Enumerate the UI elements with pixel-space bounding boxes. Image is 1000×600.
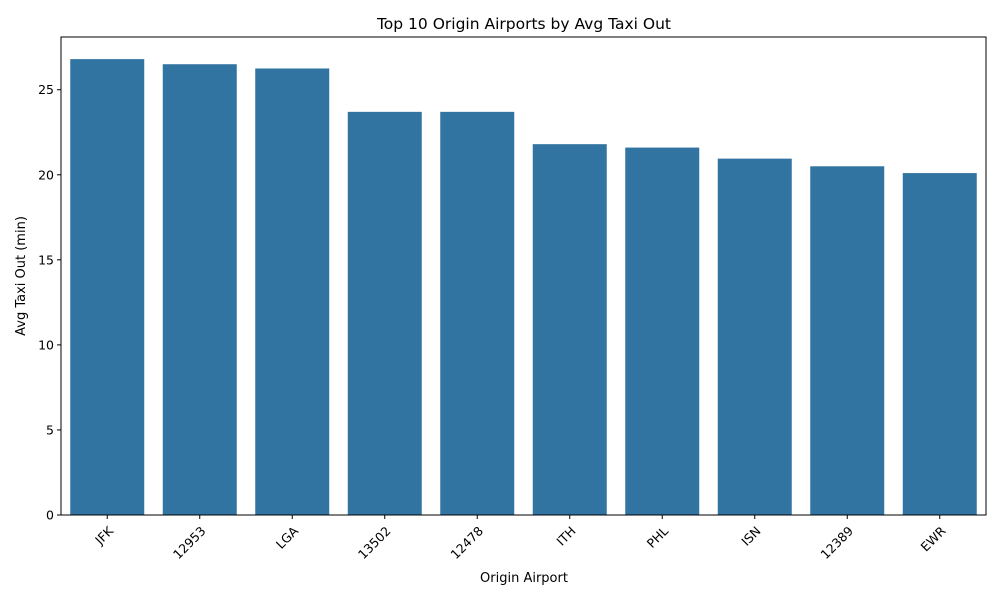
x-tick-label: 12478 [447,523,486,562]
bars-group [70,59,977,516]
x-tick-label: PHL [644,523,672,551]
y-tick-label: 5 [46,422,54,437]
bar-12389 [810,166,885,515]
y-tick-label: 20 [38,167,54,182]
x-tick-label: JFK [91,523,116,548]
bar-13502 [347,111,422,515]
y-tick-label: 10 [38,337,54,352]
bar-JFK [70,59,145,516]
chart-title: Top 10 Origin Airports by Avg Taxi Out [376,15,671,33]
x-tick-label: 12389 [817,523,856,562]
x-axis-ticks: JFK 12953 LGA 13502 12478 ITH PHL ISN 12389 EWR [91,515,949,562]
x-tick-label: ISN [738,523,763,548]
bar-LGA [255,68,330,515]
x-tick-label: LGA [273,523,302,552]
bar-12953 [162,64,237,515]
y-tick-label: 15 [38,252,54,267]
x-tick-label: EWR [918,523,949,554]
y-tick-label: 0 [46,508,54,523]
plot-frame [60,36,987,516]
bar-ITH [532,144,607,516]
x-tick-label: 13502 [355,523,394,562]
bar-EWR [902,173,977,515]
x-tick-label: 12953 [170,523,209,562]
bar-PHL [625,147,700,515]
y-axis-ticks: 0 5 10 15 20 25 [38,82,61,523]
y-tick-label: 25 [38,82,54,97]
bar-ISN [717,158,792,515]
x-axis-label: Origin Airport [480,571,568,586]
x-tick-label: ITH [553,523,578,548]
bar-12478 [440,111,515,515]
y-axis-label: Avg Taxi Out (min) [14,216,29,336]
